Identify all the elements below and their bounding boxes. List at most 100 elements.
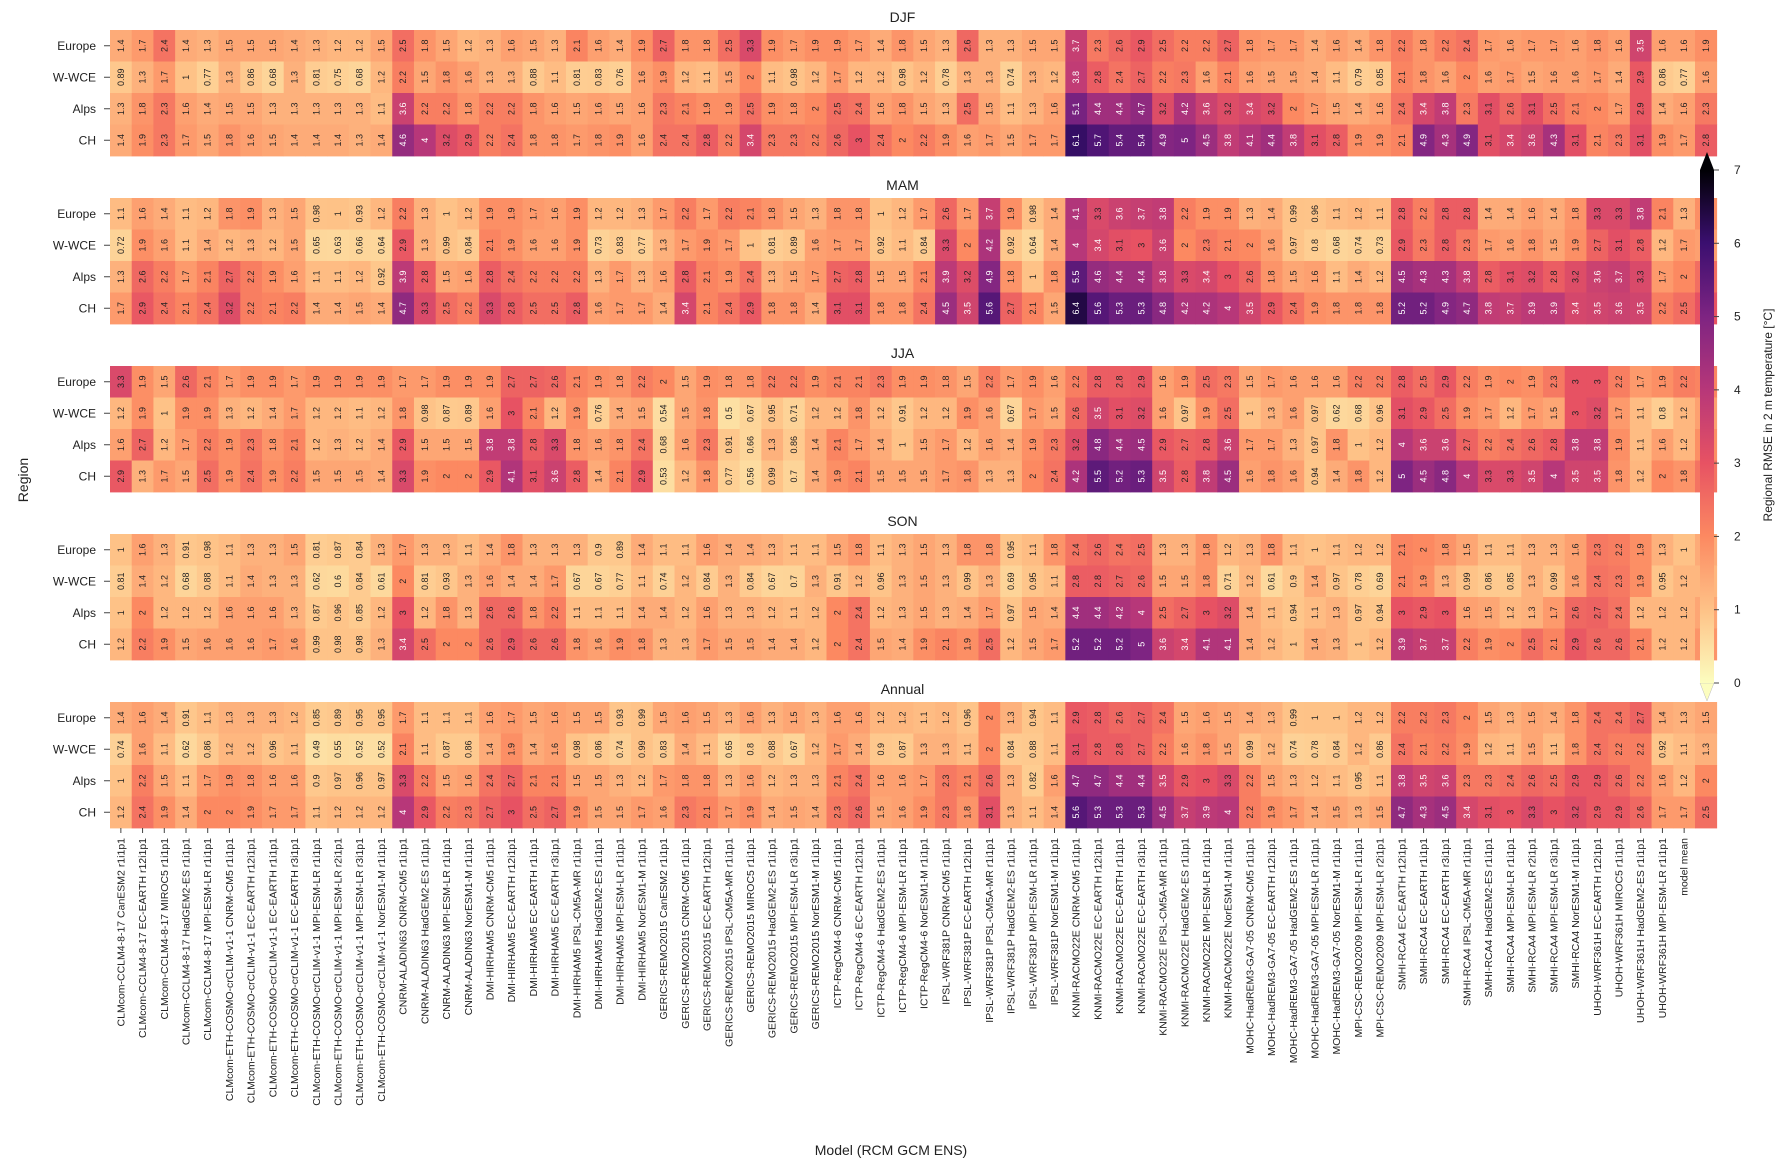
- heatmap-cell: [392, 61, 415, 94]
- heatmap-cell: [1282, 93, 1305, 125]
- cell-value-label: 1.2: [832, 407, 842, 420]
- cell-value-label: 2.4: [724, 302, 734, 315]
- cell-value-label: 1.8: [550, 134, 560, 147]
- cell-value-label: 1.7: [1267, 375, 1277, 388]
- cell-value-label: 2.1: [941, 638, 951, 651]
- cell-value-label: 0.95: [1353, 772, 1363, 790]
- cell-value-label: 1.8: [1353, 470, 1363, 483]
- heatmap-cell: [1391, 397, 1414, 430]
- heatmap-cell: [1543, 261, 1566, 293]
- heatmap-cell: [1369, 229, 1392, 262]
- heatmap-cell: [956, 534, 979, 566]
- cell-value-label: 0.95: [1657, 572, 1667, 590]
- cell-value-label: 2.2: [1440, 743, 1450, 756]
- heatmap-cell: [935, 30, 958, 62]
- cell-value-label: 1.7: [1310, 102, 1320, 115]
- cell-value-label: 0.67: [789, 740, 799, 758]
- model-tick-label: SMHI-RCA4 IPSL-CM5A-MR r1i1p1: [1462, 838, 1474, 1006]
- cell-value-label: 1.1: [1028, 806, 1038, 819]
- cell-value-label: 1.3: [984, 470, 994, 483]
- cell-value-label: 1.8: [615, 375, 625, 388]
- heatmap-cell: [1586, 733, 1609, 766]
- cell-value-label: 1.3: [246, 711, 256, 724]
- cell-value-label: 1.6: [832, 711, 842, 724]
- heatmap-cell: [978, 229, 1001, 262]
- heatmap-cell: [935, 733, 958, 766]
- heatmap-cell: [175, 124, 198, 157]
- cell-value-label: 1.5: [680, 407, 690, 420]
- heatmap-cell: [978, 261, 1001, 293]
- cell-value-label: 2.4: [919, 302, 929, 315]
- cell-value-label: 2.1: [203, 270, 213, 283]
- heatmap-cell: [435, 765, 458, 797]
- cell-value-label: 1.5: [1462, 543, 1472, 556]
- cell-value-label: 1.3: [355, 102, 365, 115]
- cell-value-label: 1.7: [181, 270, 191, 283]
- cell-value-label: 0.98: [355, 635, 365, 653]
- region-label: Alps: [73, 774, 96, 788]
- cell-value-label: 1.6: [1375, 102, 1385, 115]
- heatmap-cell: [1434, 366, 1457, 398]
- heatmap-cell: [1260, 292, 1283, 325]
- cell-value-label: 4: [398, 810, 408, 815]
- cell-value-label: 1.4: [789, 638, 799, 651]
- heatmap-cell: [913, 429, 936, 461]
- heatmap-cell: [696, 261, 719, 293]
- cell-value-label: 0.78: [1353, 572, 1363, 590]
- heatmap-cell: [1304, 93, 1327, 125]
- heatmap-cell: [956, 765, 979, 797]
- heatmap-cell: [1021, 534, 1045, 566]
- cell-value-label: 1.9: [811, 39, 821, 52]
- heatmap-cell: [1195, 565, 1218, 598]
- cell-value-label: 1.3: [1288, 774, 1298, 787]
- cell-value-label: 1: [1310, 715, 1320, 720]
- heatmap-cell: [1543, 397, 1566, 430]
- cell-value-label: 0.88: [1028, 740, 1038, 758]
- cell-value-label: 1: [181, 75, 191, 80]
- cell-value-label: 1.4: [159, 207, 169, 220]
- heatmap-cell: [1521, 429, 1544, 461]
- cell-value-label: 1.6: [594, 302, 604, 315]
- cell-value-label: 1.7: [1527, 39, 1537, 52]
- model-tick-label: KNMI-RACMO22E CNRM-CM5 r1i1p1: [1071, 838, 1083, 1018]
- cell-value-label: 2.2: [420, 102, 430, 115]
- cell-value-label: 1.1: [680, 543, 690, 556]
- heatmap-cell: [978, 429, 1001, 461]
- heatmap-cell: [261, 397, 285, 430]
- cell-value-label: 1.4: [1353, 270, 1363, 283]
- heatmap-cell: [283, 93, 306, 125]
- heatmap-cell: [327, 733, 350, 766]
- cell-value-label: 2: [1679, 274, 1689, 279]
- cell-value-label: 5.5: [1071, 270, 1081, 283]
- heatmap-cell: [1543, 198, 1566, 230]
- cell-value-label: 1.5: [615, 806, 625, 819]
- cell-value-label: 1.9: [485, 207, 495, 220]
- cell-value-label: 2.4: [1397, 102, 1407, 115]
- cell-value-label: 1.6: [746, 711, 756, 724]
- model-tick-label: SMHI-RCA4 MPI-ESM-LR r2i1p1: [1527, 838, 1539, 993]
- cell-value-label: 1.1: [1049, 711, 1059, 724]
- cell-value-label: 2.9: [1571, 638, 1581, 651]
- cell-value-label: 0.56: [746, 467, 756, 485]
- cell-value-label: 1.6: [594, 102, 604, 115]
- heatmap-cell: [1521, 534, 1544, 566]
- model-tick-label: DMI-HIRHAM5 EC-EARTH r3i1p1: [550, 838, 562, 997]
- model-tick-label: ICTP-RegCM4-6 CNRM-CM5 r1i1p1: [832, 838, 844, 1009]
- heatmap-cell: [1434, 61, 1457, 94]
- cell-value-label: 1.8: [1353, 302, 1363, 315]
- cell-value-label: 1.2: [854, 575, 864, 588]
- cell-value-label: 1.4: [159, 711, 169, 724]
- heatmap-cell: [261, 429, 285, 461]
- cell-value-label: 1.4: [203, 102, 213, 115]
- heatmap-cell: [218, 796, 241, 829]
- cell-value-label: 3.9: [941, 270, 951, 283]
- heatmap-cell: [1477, 565, 1500, 598]
- cell-value-label: 3.6: [1440, 438, 1450, 451]
- cell-value-label: 1.7: [290, 407, 300, 420]
- cell-value-label: 1.5: [919, 606, 929, 619]
- heatmap-cell: [392, 30, 415, 62]
- cell-value-label: 1.7: [789, 39, 799, 52]
- cell-value-label: 1.4: [1310, 71, 1320, 84]
- cell-value-label: 1.8: [1267, 270, 1277, 283]
